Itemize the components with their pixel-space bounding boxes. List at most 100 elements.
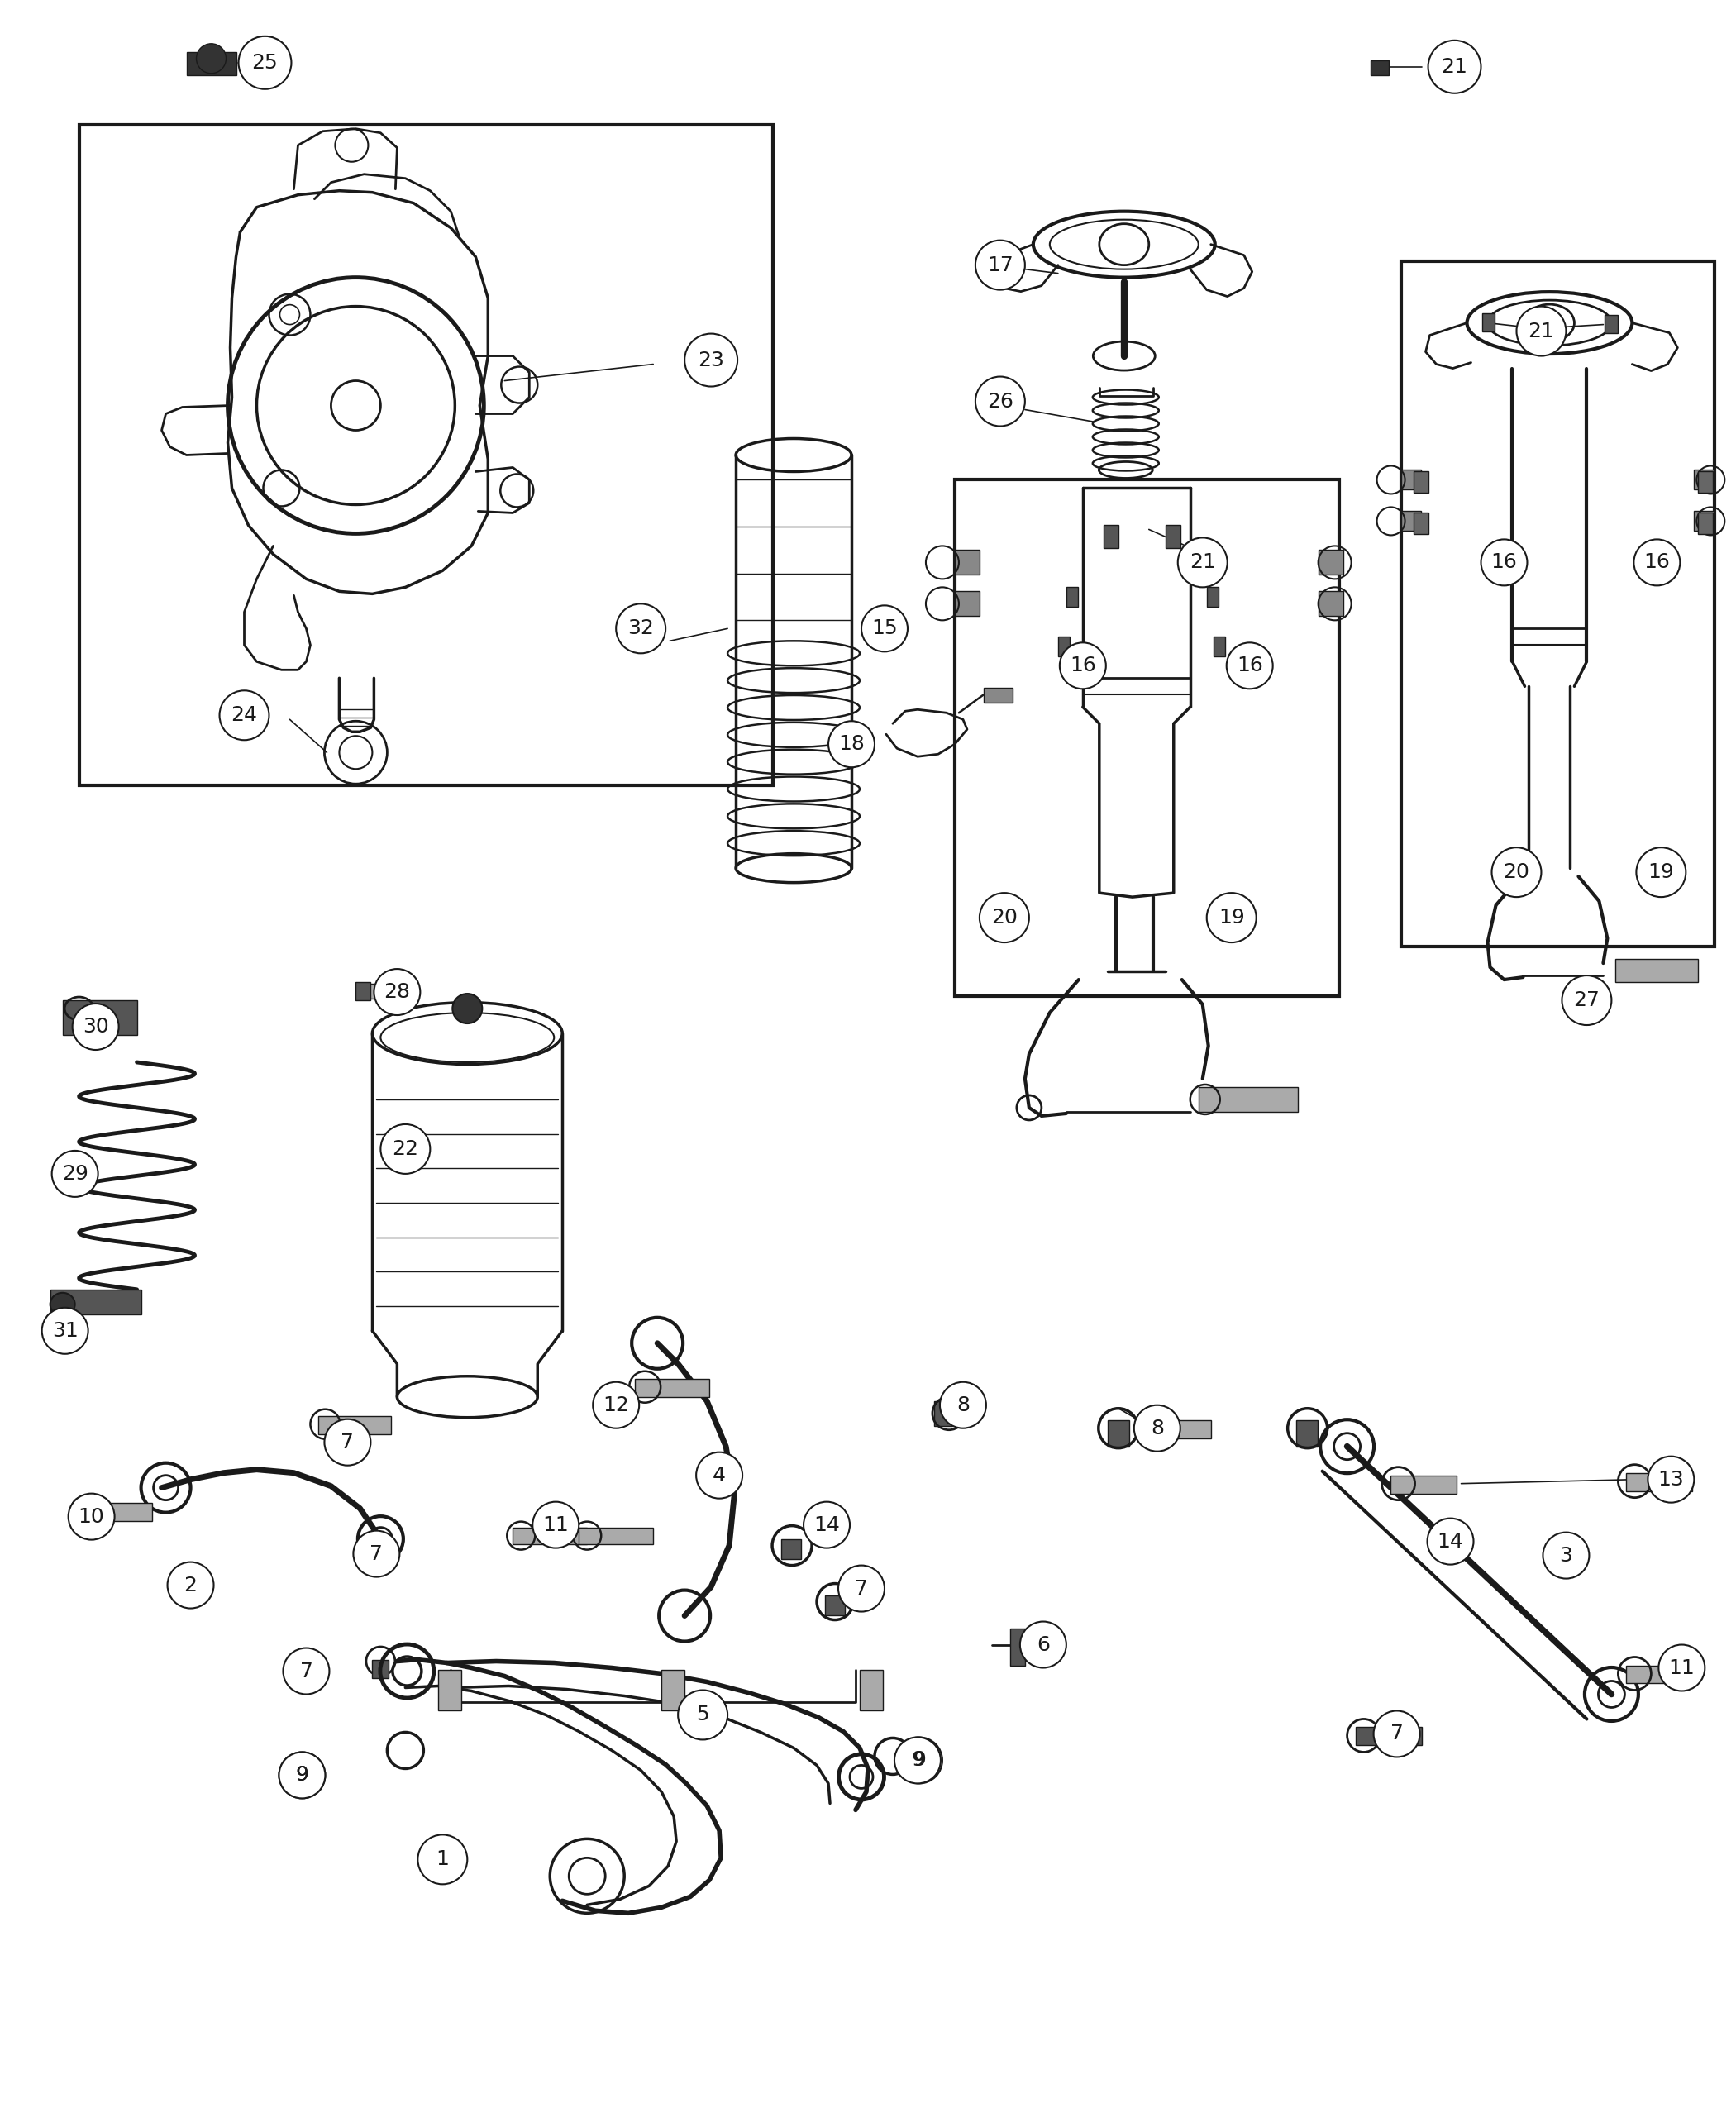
Circle shape — [616, 603, 665, 653]
Circle shape — [325, 1419, 372, 1465]
Circle shape — [418, 1834, 467, 1885]
Text: 20: 20 — [991, 909, 1017, 928]
Text: 7: 7 — [854, 1579, 868, 1598]
Text: 18: 18 — [838, 734, 865, 755]
Text: 21: 21 — [1189, 552, 1215, 573]
Circle shape — [1491, 847, 1542, 898]
Text: 31: 31 — [52, 1322, 78, 1341]
Bar — [1318, 550, 1344, 575]
Bar — [1627, 1665, 1693, 1684]
Text: 16: 16 — [1491, 552, 1517, 573]
Text: 7: 7 — [300, 1661, 312, 1680]
Circle shape — [976, 240, 1024, 289]
Bar — [512, 1528, 587, 1543]
Bar — [1297, 1421, 1318, 1446]
Text: 21: 21 — [1528, 320, 1554, 341]
Circle shape — [594, 1383, 639, 1429]
Text: 16: 16 — [1644, 552, 1670, 573]
Text: 14: 14 — [814, 1516, 840, 1535]
Bar — [62, 1001, 137, 1035]
Text: 3: 3 — [1559, 1545, 1573, 1566]
Bar — [1356, 1726, 1422, 1745]
Text: 7: 7 — [1391, 1724, 1403, 1743]
Circle shape — [1647, 1457, 1694, 1503]
Circle shape — [828, 721, 875, 767]
Text: 5: 5 — [696, 1705, 710, 1724]
Text: 7: 7 — [340, 1431, 354, 1452]
Bar — [356, 982, 372, 1001]
Bar — [1108, 1421, 1128, 1446]
Circle shape — [1177, 538, 1227, 588]
Bar — [80, 124, 773, 786]
Circle shape — [42, 1307, 89, 1353]
Text: 9: 9 — [913, 1750, 925, 1771]
Bar — [1066, 588, 1078, 607]
Text: 1: 1 — [436, 1849, 450, 1870]
Circle shape — [684, 333, 738, 386]
Circle shape — [939, 1383, 986, 1429]
Bar — [50, 1290, 141, 1313]
Bar — [186, 53, 236, 76]
Text: 16: 16 — [1069, 656, 1095, 677]
Text: 25: 25 — [252, 53, 278, 72]
Text: 9: 9 — [295, 1764, 309, 1785]
Bar — [1413, 472, 1429, 493]
Circle shape — [283, 1648, 330, 1695]
Text: 13: 13 — [1658, 1469, 1684, 1490]
Circle shape — [354, 1530, 399, 1577]
Bar — [1698, 472, 1713, 493]
Circle shape — [279, 1752, 325, 1798]
Bar — [1483, 312, 1495, 331]
Circle shape — [373, 970, 420, 1016]
Bar — [1198, 1088, 1297, 1111]
Bar — [1370, 61, 1389, 76]
Text: 15: 15 — [871, 618, 898, 639]
Circle shape — [894, 1737, 941, 1783]
Text: 27: 27 — [1573, 991, 1601, 1010]
Bar — [1104, 525, 1118, 548]
Bar — [1010, 1627, 1024, 1665]
Bar — [80, 1503, 151, 1520]
Circle shape — [68, 1492, 115, 1539]
Text: 30: 30 — [82, 1016, 109, 1037]
Text: 12: 12 — [602, 1395, 628, 1414]
Bar — [439, 1670, 462, 1712]
Text: 7: 7 — [370, 1543, 384, 1564]
Bar — [1318, 592, 1344, 616]
Circle shape — [1658, 1644, 1705, 1691]
Bar — [934, 1402, 953, 1425]
Bar — [1698, 512, 1713, 533]
Circle shape — [1373, 1712, 1420, 1758]
Bar — [1694, 470, 1713, 489]
Circle shape — [453, 993, 483, 1022]
Circle shape — [1021, 1621, 1066, 1667]
Text: 29: 29 — [62, 1164, 89, 1185]
Circle shape — [1637, 847, 1686, 898]
Circle shape — [1543, 1533, 1588, 1579]
Text: 28: 28 — [384, 982, 410, 1001]
Text: 22: 22 — [392, 1138, 418, 1159]
Circle shape — [279, 1752, 325, 1798]
Bar — [1604, 314, 1618, 333]
Bar — [1207, 588, 1219, 607]
Circle shape — [838, 1566, 885, 1613]
Bar — [1153, 1421, 1210, 1438]
Text: 11: 11 — [543, 1516, 569, 1535]
Text: 16: 16 — [1236, 656, 1262, 677]
Text: 17: 17 — [988, 255, 1014, 274]
Circle shape — [1634, 540, 1680, 586]
Bar — [1401, 512, 1420, 531]
Circle shape — [73, 1003, 118, 1050]
Bar — [825, 1596, 845, 1615]
Circle shape — [380, 1124, 431, 1174]
Circle shape — [1227, 643, 1272, 689]
Text: 26: 26 — [988, 392, 1014, 411]
Bar — [1057, 637, 1069, 656]
Circle shape — [979, 894, 1029, 942]
Text: 9: 9 — [911, 1750, 924, 1771]
Text: 21: 21 — [1441, 57, 1467, 76]
Circle shape — [1481, 540, 1528, 586]
Circle shape — [804, 1501, 851, 1547]
Circle shape — [861, 605, 908, 651]
Circle shape — [1429, 40, 1481, 93]
